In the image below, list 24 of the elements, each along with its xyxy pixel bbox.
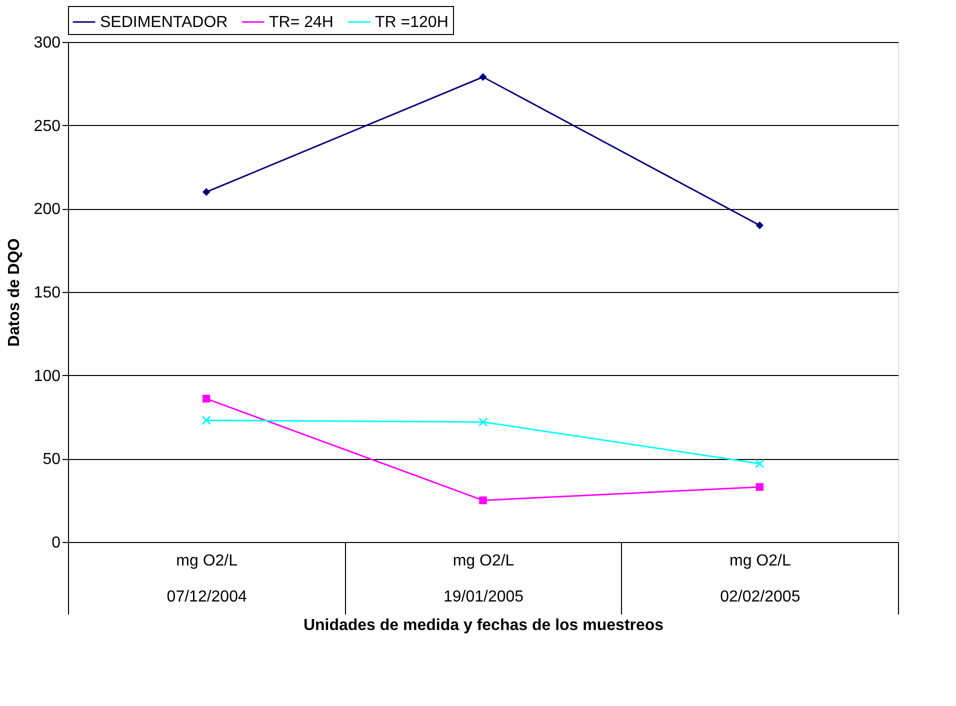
y-tick-label: 100 (34, 368, 61, 385)
y-axis-title: Datos de DQO (6, 238, 23, 347)
point (479, 73, 487, 81)
point (756, 221, 764, 230)
x-tick-label: mg O2/L 07/12/2004 (166, 552, 247, 606)
y-tick-label: 200 (34, 201, 61, 218)
y-tick-label: 250 (34, 118, 61, 135)
y-tick-label: 150 (34, 284, 61, 302)
legend-label: TR= 24H (269, 14, 334, 31)
point (202, 416, 211, 425)
y-tick-label: 300 (34, 34, 61, 52)
x-axis-title: Unidades de medida y fechas de los muestreos (303, 617, 664, 634)
x-tick-label: mg O2/L 02/02/2005 (720, 552, 800, 606)
y-tick-label: 50 (42, 451, 61, 468)
point (479, 496, 487, 504)
x-tick-label: mg O2/L 19/01/2005 (443, 552, 524, 606)
point (755, 459, 764, 468)
point (756, 483, 764, 491)
point (202, 394, 210, 403)
point (478, 417, 488, 427)
legend-label: TR =120H (375, 14, 448, 31)
point (202, 188, 210, 196)
y-tick-label: 0 (52, 534, 61, 552)
legend-label: SEDIMENTADOR (100, 14, 228, 31)
